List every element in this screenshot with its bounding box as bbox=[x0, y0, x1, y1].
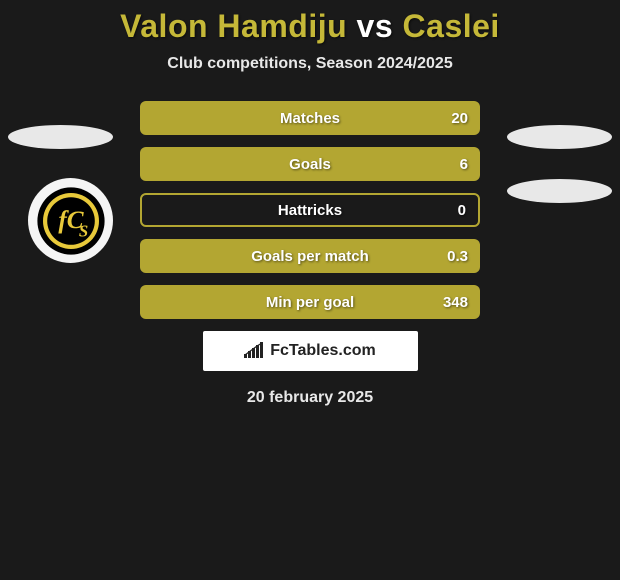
stat-row: Matches20 bbox=[140, 101, 480, 135]
decor-ellipse-right-bottom bbox=[507, 179, 612, 203]
page-title: Valon Hamdiju vs Caslei bbox=[0, 0, 620, 45]
bar-chart-icon bbox=[244, 342, 264, 360]
fctables-badge: FcTables.com bbox=[203, 331, 418, 371]
content-area: fC S Matches20 Goals6 Hattricks0 Goals per … bbox=[0, 101, 620, 407]
stat-value: 0.3 bbox=[447, 248, 468, 265]
stat-label: Min per goal bbox=[140, 294, 480, 311]
club-logo-icon: fC S bbox=[36, 186, 106, 256]
stat-row: Hattricks0 bbox=[140, 193, 480, 227]
stats-bars: Matches20 Goals6 Hattricks0 Goals per match… bbox=[140, 101, 480, 319]
stat-value: 20 bbox=[451, 110, 468, 127]
subtitle: Club competitions, Season 2024/2025 bbox=[0, 55, 620, 73]
stat-label: Matches bbox=[140, 110, 480, 127]
club-logo: fC S bbox=[28, 178, 113, 263]
stat-row: Goals per match0.3 bbox=[140, 239, 480, 273]
stat-value: 0 bbox=[458, 202, 466, 219]
fctables-text: FcTables.com bbox=[270, 342, 376, 360]
title-player-right: Caslei bbox=[403, 8, 500, 44]
decor-ellipse-right-top bbox=[507, 125, 612, 149]
date-line: 20 february 2025 bbox=[0, 389, 620, 407]
stat-row: Min per goal348 bbox=[140, 285, 480, 319]
stat-label: Hattricks bbox=[142, 202, 478, 219]
stat-row: Goals6 bbox=[140, 147, 480, 181]
title-player-left: Valon Hamdiju bbox=[120, 8, 347, 44]
stat-value: 6 bbox=[460, 156, 468, 173]
svg-text:S: S bbox=[78, 221, 87, 240]
stat-label: Goals per match bbox=[140, 248, 480, 265]
stat-label: Goals bbox=[140, 156, 480, 173]
stat-value: 348 bbox=[443, 294, 468, 311]
decor-ellipse-left bbox=[8, 125, 113, 149]
title-vs: vs bbox=[347, 8, 402, 44]
